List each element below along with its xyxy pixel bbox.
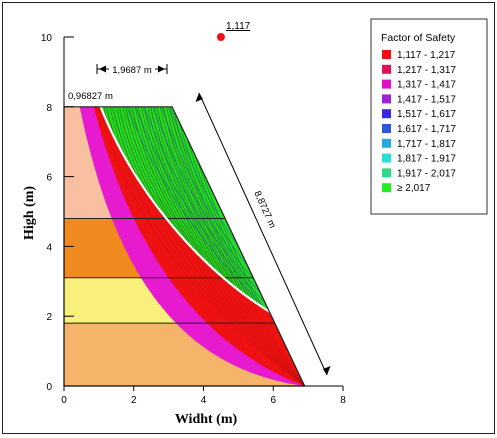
y-tick-label-8: 8 [46,103,52,114]
crest-offset-label: 0,96827 m [68,91,113,102]
legend-swatch-1 [382,50,391,59]
legend-label-5: 1,517 - 1,617 [397,109,456,120]
legend-label-6: 1,617 - 1,717 [397,124,456,135]
legend-label-10: ≥ 2,017 [397,183,431,194]
legend-swatch-10 [382,183,391,193]
critical-slip-surface [99,106,278,318]
red-hatching [98,106,305,387]
x-ticks: 0 2 4 6 8 [61,386,346,406]
top-width-dimension: 1,9687 m [96,63,168,76]
legend-swatch-5 [382,109,391,119]
legend-swatch-3 [382,79,391,89]
legend-swatch-6 [382,124,391,133]
x-axis-label: Widht (m) [175,412,238,427]
x-tick-label-4: 4 [201,395,207,406]
x-tick-label-2: 2 [131,395,137,406]
critical-center-point [216,33,225,41]
legend-label-2: 1,217 - 1,317 [397,65,456,76]
legend-label-7: 1,717 - 1,817 [397,139,456,150]
legend-label-9: 1,917 - 2,017 [397,168,456,179]
x-tick-label-0: 0 [61,395,67,406]
legend-label-4: 1,417 - 1,517 [397,94,456,105]
y-tick-label-0: 0 [46,382,52,393]
legend-swatch-4 [382,94,391,104]
slope-stability-chart: 0 2 4 6 8 10 0 2 4 6 8 Widht (m) High (m) 1,117 1… [22,18,488,427]
legend-swatch-7 [382,138,391,148]
legend-swatch-9 [382,168,391,178]
legend-label-8: 1,817 - 1,917 [397,154,456,165]
y-tick-label-2: 2 [46,312,52,323]
axes: 0 2 4 6 8 10 0 2 4 6 8 [41,33,346,406]
legend-swatch-8 [382,153,391,163]
y-tick-label-6: 6 [46,173,52,184]
legend-label-1: 1,117 - 1,217 [397,50,456,61]
slip-length-label: 8,8727 m [251,189,277,230]
chart-frame: 0 2 4 6 8 10 0 2 4 6 8 Widht (m) High (m) 1,117 1… [2,2,495,434]
legend-title: Factor of Safety [381,32,456,44]
y-ticks: 0 2 4 6 8 10 [41,33,74,393]
legend-label-3: 1,317 - 1,417 [397,80,456,91]
x-tick-label-6: 6 [270,395,276,406]
top-width-label: 1,9687 m [112,65,152,76]
x-tick-label-8: 8 [340,395,346,406]
y-tick-label-10: 10 [41,33,53,44]
legend: Factor of Safety 1,117 - 1,217 1,217 - 1,… [370,18,488,215]
y-axis-label: High (m) [22,186,37,240]
legend-swatch-2 [382,64,391,74]
critical-fos-label: 1,117 [226,21,251,32]
y-tick-label-4: 4 [46,242,52,253]
